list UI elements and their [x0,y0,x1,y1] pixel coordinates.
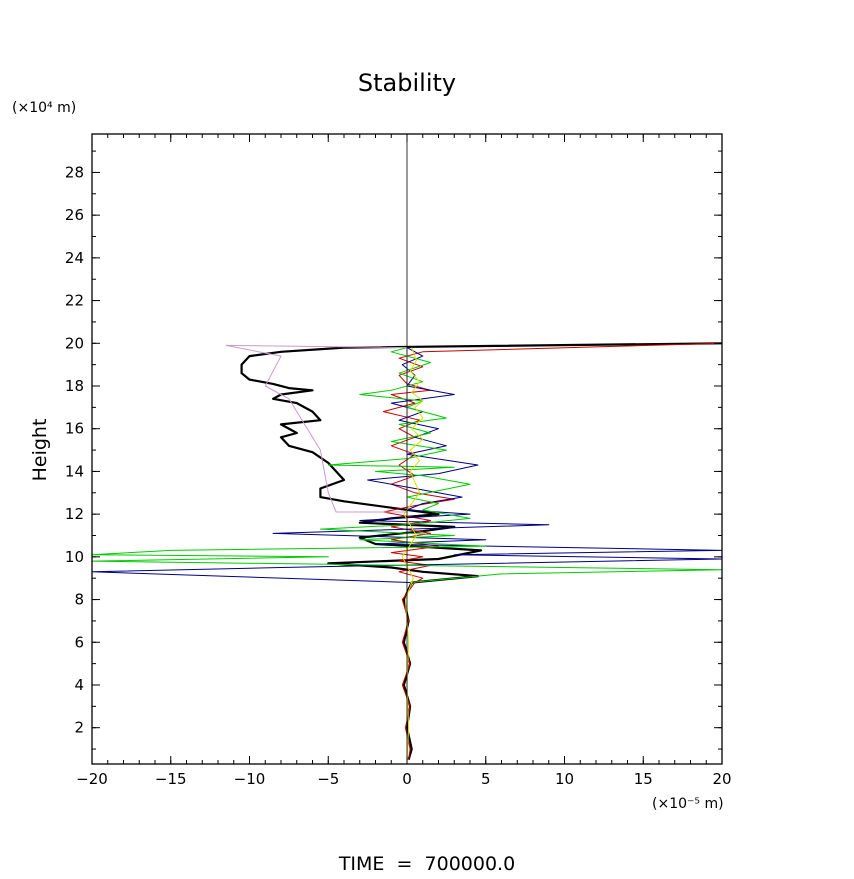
plot-area [92,140,722,761]
series-line-2 [92,347,722,583]
y-tick-label: 8 [74,591,84,609]
series-line-5 [225,344,408,513]
y-tick-label: 26 [65,206,84,224]
series-line-3 [92,347,722,583]
x-tick-label: 10 [555,770,574,788]
y-tick-label: 4 [74,676,84,694]
y-tick-label: 14 [65,462,84,480]
y-tick-label: 16 [65,420,84,438]
x-tick-label: 20 [712,770,731,788]
x-tick-label: 15 [634,770,653,788]
series-line-4 [401,347,424,760]
y-tick-label: 28 [65,163,84,181]
y-tick-label: 18 [65,377,84,395]
y-tick-label: 6 [74,633,84,651]
y-tick-label: 20 [65,334,84,352]
x-tick-label: 0 [402,770,412,788]
x-unit-label: (×10⁻⁵ m) [652,796,724,812]
y-tick-label: 22 [65,292,84,310]
time-footer: TIME = 700000.0 [338,853,515,875]
y-tick-label: 10 [65,548,84,566]
x-axis: −20 −15 −10 −5 0 5 10 15 20 [76,134,732,788]
y-tick-label: 12 [65,505,84,523]
x-tick-label: −10 [234,770,266,788]
y-tick-label: 2 [74,719,84,737]
chart-title: Stability [358,69,456,97]
y-tick-label: 24 [65,249,84,267]
y-axis-label: Height [29,419,51,482]
x-tick-label: 5 [481,770,491,788]
x-tick-label: −20 [76,770,108,788]
y-unit-label: (×10⁴ m) [12,100,76,116]
x-tick-label: −15 [155,770,187,788]
x-tick-label: −5 [317,770,339,788]
series-line-0 [240,342,722,761]
